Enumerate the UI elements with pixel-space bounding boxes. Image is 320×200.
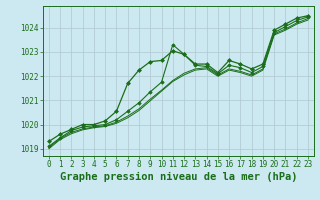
X-axis label: Graphe pression niveau de la mer (hPa): Graphe pression niveau de la mer (hPa)	[60, 172, 297, 182]
